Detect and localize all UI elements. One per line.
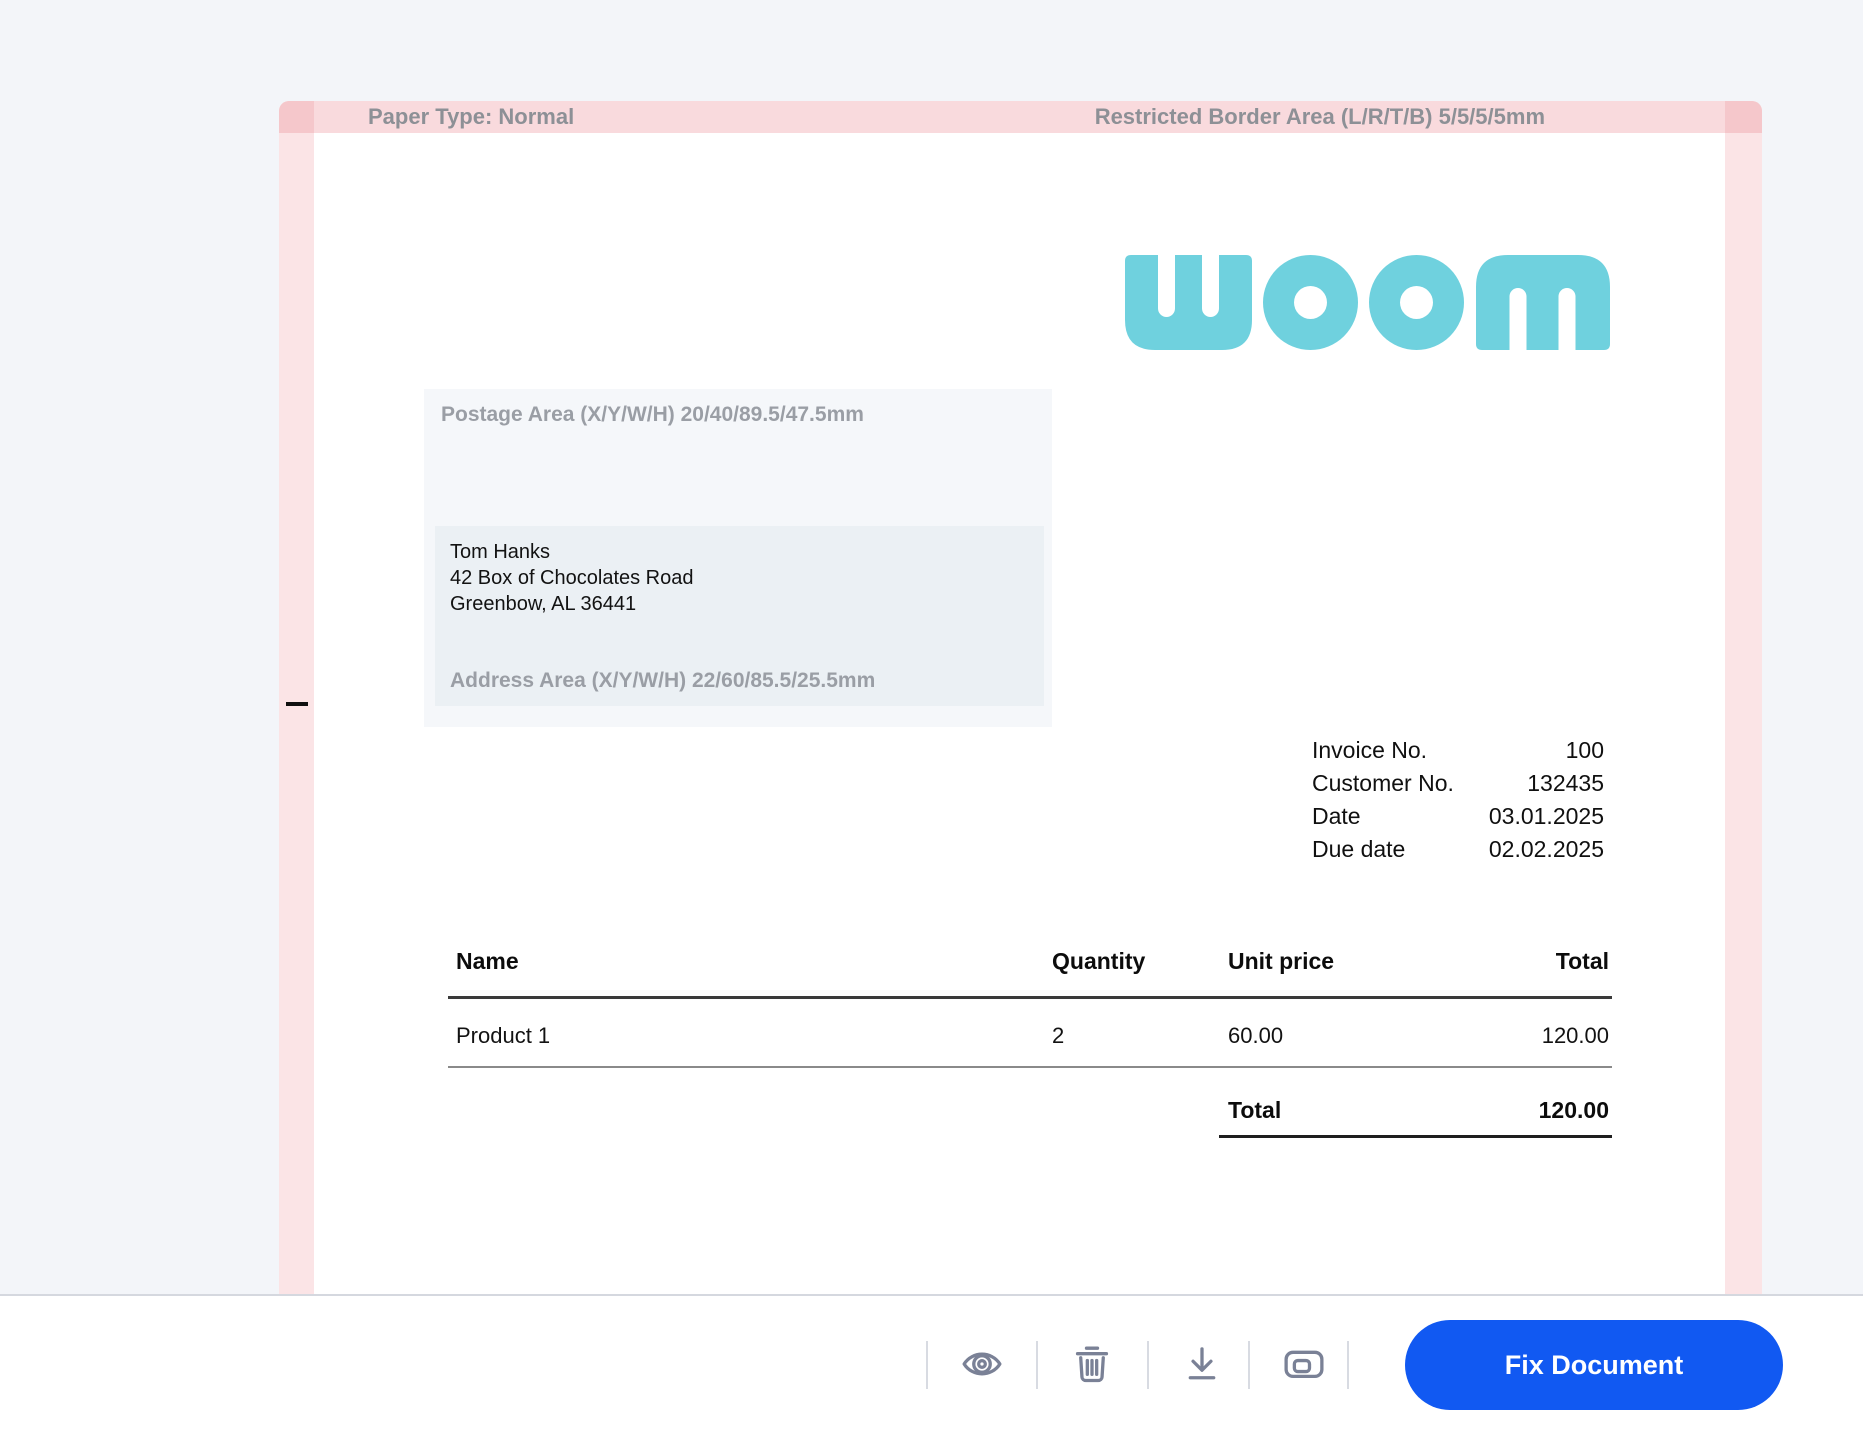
meta-label: Customer No.	[1312, 770, 1454, 796]
fix-document-button[interactable]: Fix Document	[1405, 1320, 1783, 1410]
meta-value: 132435	[1527, 770, 1604, 796]
postage-area: Postage Area (X/Y/W/H) 20/40/89.5/47.5mm…	[424, 389, 1052, 727]
table-row: Product 1 2 60.00 120.00	[448, 1023, 1612, 1049]
header-unit-price: Unit price	[1228, 948, 1335, 974]
address-area: Tom Hanks 42 Box of Chocolates Road Gree…	[435, 526, 1044, 706]
bottom-toolbar: Fix Document	[0, 1294, 1863, 1435]
preview-eye-icon[interactable]	[960, 1342, 1004, 1386]
restricted-border-right-strip	[1725, 133, 1762, 1294]
toolbar-divider	[1248, 1341, 1250, 1389]
table-total-row: Total 120.00	[448, 1097, 1612, 1123]
table-header-row: Name Quantity Unit price Total	[448, 948, 1612, 974]
cell-unit-price: 60.00	[1228, 1023, 1284, 1048]
restricted-border-corner-left	[279, 101, 314, 133]
download-icon[interactable]	[1180, 1342, 1224, 1386]
paper-type-label: Paper Type: Normal	[368, 104, 575, 129]
invoice-page: Paper Type: Normal Restricted Border Are…	[279, 101, 1762, 1294]
header-name: Name	[456, 948, 519, 974]
meta-label: Invoice No.	[1312, 737, 1428, 763]
toolbar-divider	[926, 1341, 928, 1389]
header-quantity: Quantity	[1052, 948, 1146, 974]
recipient-street: 42 Box of Chocolates Road	[450, 567, 694, 589]
toolbar-divider	[1147, 1341, 1149, 1389]
address-area-label: Address Area (X/Y/W/H) 22/60/85.5/25.5mm	[450, 669, 876, 692]
meta-label: Date	[1312, 803, 1361, 829]
table-header-divider	[448, 996, 1612, 999]
restricted-border-left-strip	[279, 133, 314, 1294]
meta-row-due-date: Due date 02.02.2025	[1312, 833, 1604, 866]
woom-logo	[1125, 246, 1610, 359]
meta-row-invoice-no: Invoice No. 100	[1312, 734, 1604, 767]
meta-value: 100	[1565, 737, 1604, 763]
table-row-divider	[448, 1066, 1612, 1068]
delete-trash-icon[interactable]	[1070, 1342, 1114, 1386]
total-label: Total	[1228, 1097, 1282, 1123]
items-table: Name Quantity Unit price Total Product 1…	[448, 946, 1612, 1146]
meta-label: Due date	[1312, 836, 1406, 862]
recipient-name: Tom Hanks	[450, 541, 551, 563]
cell-quantity: 2	[1052, 1023, 1065, 1048]
logo-letter-w	[1125, 255, 1252, 350]
meta-row-date: Date 03.01.2025	[1312, 800, 1604, 833]
invoice-meta: Invoice No. 100 Customer No. 132435 Date…	[1312, 734, 1604, 866]
recipient-city: Greenbow, AL 36441	[450, 593, 637, 615]
fold-mark	[286, 702, 308, 706]
toolbar-divider	[1036, 1341, 1038, 1389]
cell-name: Product 1	[456, 1023, 551, 1048]
toolbar-divider	[1347, 1341, 1349, 1389]
postage-area-label: Postage Area (X/Y/W/H) 20/40/89.5/47.5mm	[441, 403, 864, 426]
restricted-border-top-band	[279, 101, 1762, 133]
cell-total: 120.00	[1541, 1023, 1609, 1048]
meta-row-customer-no: Customer No. 132435	[1312, 767, 1604, 800]
total-value: 120.00	[1538, 1097, 1609, 1123]
restricted-border-label: Restricted Border Area (L/R/T/B) 5/5/5/5…	[1094, 104, 1545, 129]
meta-value: 03.01.2025	[1488, 803, 1604, 829]
recipient-address: Tom Hanks 42 Box of Chocolates Road Gree…	[450, 539, 694, 617]
header-total: Total	[1555, 948, 1609, 974]
meta-value: 02.02.2025	[1488, 836, 1604, 862]
table-total-underline	[1219, 1135, 1612, 1138]
card-frame-icon[interactable]	[1282, 1342, 1326, 1386]
restricted-border-corner-right	[1725, 101, 1762, 133]
logo-letter-m	[1476, 255, 1610, 350]
